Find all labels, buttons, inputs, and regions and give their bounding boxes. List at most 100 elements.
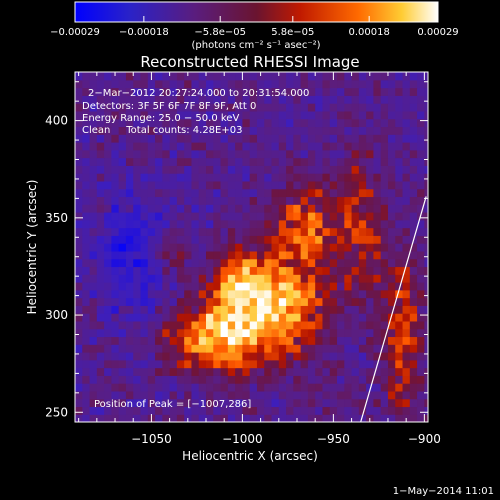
heatmap-cell [75, 398, 83, 408]
heatmap-cell [75, 95, 83, 104]
heatmap-cell [213, 204, 222, 213]
heatmap-cell [140, 359, 149, 369]
heatmap-cell [315, 243, 324, 252]
heatmap-cell [206, 110, 214, 120]
heatmap-cell [147, 227, 156, 236]
annotation-detectors: Detectors: 3F 5F 6F 7F 8F 9F, Att 0 [82, 101, 256, 112]
heatmap-cell [242, 134, 251, 143]
heatmap-cell [424, 266, 428, 275]
heatmap-cell [220, 282, 229, 291]
heatmap-cell [147, 367, 156, 376]
heatmap-cell [133, 204, 142, 213]
heatmap-cell [198, 72, 207, 81]
heatmap-cell [213, 383, 222, 392]
heatmap-cell [409, 320, 418, 330]
heatmap-cell [271, 297, 280, 306]
heatmap-cell [140, 204, 149, 213]
heatmap-cell [344, 173, 353, 182]
heatmap-cell [147, 390, 156, 400]
heatmap-cell [256, 196, 265, 205]
heatmap-cell [373, 375, 382, 384]
heatmap-cell [206, 79, 214, 89]
heatmap-cell [256, 328, 265, 338]
heatmap-cell [89, 282, 98, 291]
heatmap-cell [402, 87, 411, 96]
heatmap-cell [278, 352, 287, 361]
heatmap-cell [300, 110, 309, 120]
heatmap-cell [424, 95, 428, 104]
heatmap-cell [198, 243, 207, 252]
heatmap-cell [315, 180, 324, 190]
heatmap-cell [89, 110, 98, 120]
heatmap-cell [344, 266, 353, 275]
heatmap-cell [417, 250, 425, 260]
heatmap-cell [206, 398, 214, 408]
heatmap-cell [125, 118, 134, 128]
heatmap-cell [213, 414, 222, 422]
heatmap-cell [191, 79, 200, 89]
heatmap-cell [293, 344, 302, 353]
heatmap-cell [271, 266, 280, 275]
heatmap-cell [249, 352, 258, 361]
heatmap-cell [373, 157, 382, 166]
heatmap-cell [111, 297, 120, 306]
heatmap-cell [351, 79, 360, 89]
heatmap-cell [155, 142, 163, 151]
heatmap-cell [344, 149, 353, 159]
heatmap-cell [271, 383, 280, 392]
heatmap-cell [373, 235, 382, 244]
heatmap-cell [271, 142, 280, 151]
heatmap-cell [249, 414, 258, 422]
heatmap-cell [271, 212, 280, 221]
heatmap-cell [111, 173, 120, 182]
heatmap-cell [256, 375, 265, 384]
heatmap-cell [242, 219, 251, 229]
heatmap-cell [286, 212, 294, 221]
heatmap-cell [344, 282, 353, 291]
heatmap-cell [118, 118, 127, 128]
heatmap-cell [104, 328, 112, 338]
heatmap-cell [184, 320, 193, 330]
heatmap-cell [286, 227, 294, 236]
heatmap-cell [140, 274, 149, 283]
heatmap-cell [293, 188, 302, 198]
colorbar-gradient [74, 1, 439, 23]
heatmap-cell [387, 79, 396, 89]
heatmap-cell [96, 157, 105, 166]
heatmap-cell [140, 87, 149, 96]
heatmap-cell [111, 212, 120, 221]
heatmap-cell [140, 282, 149, 291]
heatmap-cell [278, 289, 287, 299]
heatmap-cell [286, 274, 294, 283]
heatmap-cell [111, 367, 120, 376]
heatmap-cell [104, 110, 112, 120]
heatmap-cell [125, 320, 134, 330]
heatmap-cell [344, 142, 353, 151]
heatmap-cell [278, 390, 287, 400]
heatmap-cell [395, 320, 404, 330]
heatmap-cell [213, 126, 222, 135]
heatmap-cell [75, 103, 83, 112]
heatmap-cell [286, 173, 294, 182]
heatmap-cell [133, 250, 142, 260]
heatmap-cell [395, 383, 404, 392]
heatmap-cell [213, 359, 222, 369]
heatmap-cell [249, 235, 258, 244]
heatmap-cell [380, 126, 389, 135]
heatmap-cell [198, 149, 207, 159]
heatmap-cell [380, 390, 389, 400]
heatmap-cell [358, 134, 367, 143]
heatmap-cell [351, 344, 360, 353]
heatmap-cell [337, 282, 345, 291]
heatmap-cell [198, 367, 207, 376]
heatmap-cell [82, 212, 91, 221]
heatmap-cell [147, 352, 156, 361]
heatmap-cell [329, 95, 338, 104]
heatmap-cell [118, 243, 127, 252]
heatmap-cell [111, 103, 120, 112]
heatmap-cell [380, 243, 389, 252]
heatmap-cell [395, 266, 404, 275]
heatmap-cell [307, 367, 316, 376]
heatmap-cell [162, 235, 171, 244]
heatmap-cell [387, 367, 396, 376]
